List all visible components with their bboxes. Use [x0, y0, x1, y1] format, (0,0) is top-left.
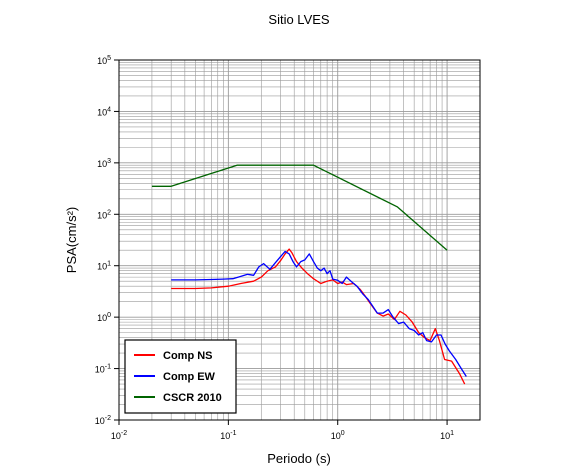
plot-frame: [118, 59, 481, 421]
y-tick-label: 100: [97, 312, 111, 323]
y-axis-label: PSA(cm/s²): [64, 207, 79, 273]
x-ticks: 10-2 10-1 100 101: [111, 420, 454, 441]
legend-label-3: CSCR 2010: [163, 392, 222, 404]
x-axis-label: Periodo (s): [267, 451, 331, 466]
series-line-2: [171, 250, 467, 377]
x-tick-label: 10-1: [220, 430, 236, 441]
series-layer: [151, 164, 467, 385]
y-tick-label: 10-1: [95, 364, 111, 375]
y-ticks: 10-2 10-1 100 101 102 103 104 105: [95, 55, 119, 426]
series-line-1: [171, 248, 466, 385]
series-line-3: [151, 164, 448, 251]
y-tick-label: 105: [97, 55, 111, 66]
y-tick-label: 101: [97, 261, 111, 272]
chart-title: Sitio LVES: [268, 12, 330, 27]
legend-label-1: Comp NS: [163, 350, 213, 362]
y-tick-label: 104: [97, 106, 111, 117]
x-tick-label: 101: [440, 430, 454, 441]
y-tick-label: 103: [97, 158, 111, 169]
legend: Comp NS Comp EW CSCR 2010: [124, 339, 237, 414]
y-tick-label: 102: [97, 209, 111, 220]
x-tick-label: 100: [331, 430, 345, 441]
x-tick-label: 10-2: [111, 430, 127, 441]
grid: [119, 60, 480, 420]
y-tick-label: 10-2: [95, 415, 111, 426]
legend-label-2: Comp EW: [163, 371, 216, 383]
